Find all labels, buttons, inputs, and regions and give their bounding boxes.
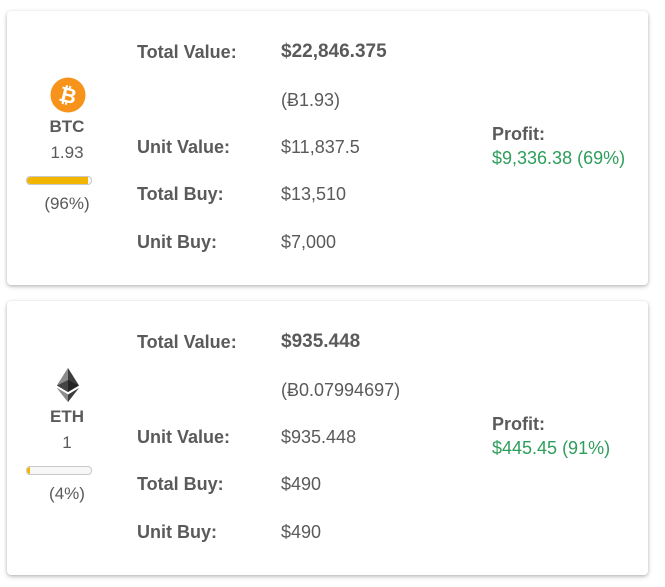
unit-value-label: Unit Value: bbox=[137, 427, 231, 447]
unit-buy-label: Unit Buy: bbox=[137, 232, 217, 252]
portfolio-share-fill bbox=[27, 467, 30, 474]
total-buy: $13,510 bbox=[281, 184, 347, 204]
unit-value-label: Unit Value: bbox=[137, 137, 231, 157]
profit-label: Profit: bbox=[492, 124, 545, 144]
unit-value: $935.448 bbox=[281, 427, 357, 447]
total-value-label: Total Value: bbox=[137, 332, 237, 352]
coin-symbol: BTC bbox=[49, 117, 85, 136]
btc-equivalent: (Ƀ0.07994697) bbox=[281, 380, 401, 400]
unit-buy-label: Unit Buy: bbox=[137, 522, 217, 542]
unit-value: $11,837.5 bbox=[281, 137, 360, 157]
total-buy: $490 bbox=[281, 474, 322, 494]
coin-amount: 1.93 bbox=[50, 143, 84, 162]
total-value-label: Total Value: bbox=[137, 42, 237, 62]
profit-value: $9,336.38 (69%) bbox=[492, 148, 626, 168]
total-value: $22,846.375 bbox=[281, 41, 387, 62]
svg-text:₿: ₿ bbox=[57, 83, 79, 109]
unit-buy: $490 bbox=[281, 522, 322, 542]
total-buy-label: Total Buy: bbox=[137, 184, 224, 204]
coin-symbol: ETH bbox=[50, 407, 84, 426]
portfolio-share-fill bbox=[27, 177, 89, 184]
total-buy-label: Total Buy: bbox=[137, 474, 224, 494]
portfolio-share-bar bbox=[26, 176, 92, 185]
total-value: $935.448 bbox=[281, 331, 361, 352]
portfolio-share-percent: (96%) bbox=[44, 194, 90, 213]
ethereum-icon bbox=[57, 368, 79, 402]
coin-amount: 1 bbox=[62, 433, 72, 452]
holding-card-btc: ₿ BTC 1.93 (96%) Total Value: $22,846.37… bbox=[7, 11, 648, 285]
portfolio-share-percent: (4%) bbox=[49, 484, 85, 503]
profit-label: Profit: bbox=[492, 414, 545, 434]
unit-buy: $7,000 bbox=[281, 232, 337, 252]
bitcoin-icon: ₿ bbox=[50, 77, 86, 113]
btc-equivalent: (Ƀ1.93) bbox=[281, 90, 341, 110]
holding-card-eth: ETH 1 (4%) Total Value: $935.448 (Ƀ0.079… bbox=[7, 301, 648, 575]
profit-value: $445.45 (91%) bbox=[492, 438, 611, 458]
portfolio-share-bar bbox=[26, 466, 92, 475]
